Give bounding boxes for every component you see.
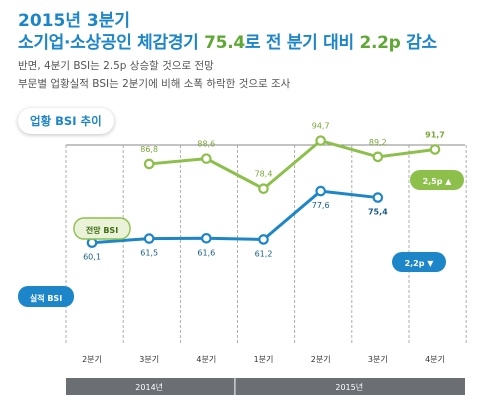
x-tick-label: 2분기 [82,355,102,364]
x-tick-label: 1분기 [254,355,274,364]
data-label: 94,7 [312,122,330,131]
callout-forecast [410,170,464,190]
data-point [258,183,269,195]
data-point [201,232,212,244]
data-point [372,151,384,163]
legend-label-forecast: 전망 BSI [86,225,118,235]
x-tick-label: 3분기 [368,355,388,364]
data-point [429,144,441,155]
chart-label-container: 업황 BSI 추이 [18,108,114,134]
data-label: 88,6 [197,140,215,149]
data-label: 61,2 [255,249,273,258]
legend-label-actual: 실적 BSI [30,293,62,303]
year-band [66,378,465,395]
x-tick-label: 4분기 [196,355,216,364]
callout-actual [392,252,446,272]
legend-tag-actual [18,286,74,307]
callout-actual-text: 2,2p ▼ [405,259,435,268]
data-point [315,135,326,146]
legend-tag-forecast [73,217,131,240]
title-value-1: 75.4 [204,33,245,53]
data-point [143,158,155,170]
data-label: 86,8 [140,145,158,154]
data-label: 60,1 [83,253,101,262]
data-label: 91,7 [425,130,445,139]
data-point [143,233,155,244]
title-part-post: 감소 [406,33,437,53]
subtitle-1: 반면, 4분기 BSI는 2.5p 상승할 것으로 전망 [18,60,214,72]
year-label: 2015년 [335,382,363,392]
x-tick-label: 3분기 [139,355,159,364]
title-part-pre: 소기업·소상공인 체감경기 [18,33,199,53]
callout-forecast-text: 2,5p ▲ [423,177,453,186]
page-title-line1: 2015년 3분기 [18,11,130,31]
data-label: 77,6 [312,201,330,210]
data-label: 75,4 [368,208,388,217]
data-label: 89,2 [369,138,387,147]
x-tick-label: 4분기 [425,355,445,364]
series-line [149,139,436,191]
data-point [315,185,326,197]
year-label: 2014년 [135,382,163,392]
x-tick-label: 2분기 [311,355,331,364]
data-point [86,237,98,249]
title-value-2: 2.2p [359,33,401,53]
series-line [91,189,379,245]
data-label: 61,5 [140,249,158,258]
data-point [372,192,384,203]
data-point [258,234,269,245]
data-label: 78,4 [255,170,273,179]
data-label: 61,6 [197,248,215,257]
data-point [201,153,212,164]
subtitle-2: 부문별 업황실적 BSI는 2분기에 비해 소폭 하락한 것으로 조사 [18,78,291,90]
page-title-line2: 소기업·소상공인 체감경기 75.4로 전 분기 대비 2.2p 감소 [18,28,437,53]
chart-label-pill: 업황 BSI 추이 [18,108,114,134]
title-part-mid: 로 전 분기 대비 [244,33,354,53]
